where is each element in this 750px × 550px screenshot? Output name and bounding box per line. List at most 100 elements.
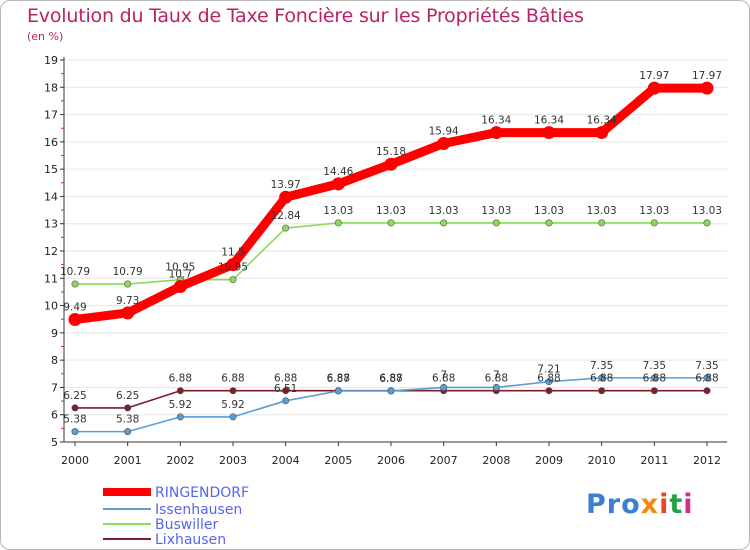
data-point [331,177,345,191]
data-point [124,428,132,436]
data-label: 12.84 [271,210,301,222]
data-point [121,306,135,320]
legend-label: Lixhausen [155,532,226,548]
data-label: 13.03 [534,205,564,217]
data-point [703,219,711,227]
data-label: 6.88 [327,373,350,385]
logo-part: i [659,489,670,520]
data-point [282,387,290,395]
data-label: 16.34 [481,115,511,127]
data-label: 13.03 [639,205,669,217]
data-point [703,387,711,395]
data-label: 11.5 [221,247,244,259]
data-label: 13.03 [481,205,511,217]
data-point [595,126,609,140]
x-tick-label: 2005 [324,454,352,467]
data-label: 6.88 [485,373,508,385]
data-point [598,387,606,395]
y-tick-label: 14 [44,190,58,203]
data-label: 13.03 [692,205,722,217]
data-label: 17.97 [692,70,722,82]
data-point [650,219,658,227]
data-point [279,190,293,204]
data-label: 16.34 [587,115,617,127]
data-point [387,219,395,227]
data-label: 7.35 [695,360,718,372]
data-point [282,397,290,405]
proxiti-logo: Proxiti [586,489,694,520]
logo-part: x [640,489,660,520]
data-label: 5.38 [63,414,86,426]
x-tick-label: 2004 [272,454,300,467]
data-point [334,387,342,395]
data-label: 15.18 [376,146,406,158]
y-tick-label: 18 [44,81,58,94]
data-label: 6.25 [116,390,139,402]
data-point [68,312,82,326]
data-label: 16.34 [534,115,564,127]
data-point [598,374,606,382]
data-point [173,279,187,293]
data-point [650,374,658,382]
data-point [647,81,661,95]
chart-title: Evolution du Taux de Taxe Foncière sur l… [27,5,584,27]
data-point [545,219,553,227]
x-tick-label: 2000 [61,454,89,467]
data-label: 13.03 [429,205,459,217]
data-point [71,280,79,288]
data-label: 7.21 [537,364,560,376]
data-point [545,378,553,386]
data-label: 10.95 [218,262,248,274]
data-point [334,219,342,227]
data-label: 6.88 [643,373,666,385]
data-label: 5.92 [169,399,192,411]
data-label: 6.88 [432,373,455,385]
data-label: 6.87 [327,373,350,385]
data-point [492,219,500,227]
y-tick-label: 10 [44,300,58,313]
x-tick-label: 2001 [114,454,142,467]
x-tick-label: 2008 [482,454,510,467]
data-label: 13.03 [587,205,617,217]
data-label: 6.88 [537,373,560,385]
y-tick-label: 5 [51,436,58,449]
data-label: 17.97 [639,70,669,82]
data-label: 5.38 [116,414,139,426]
data-point [598,219,606,227]
y-tick-label: 16 [44,136,58,149]
data-label: 10.79 [60,266,90,278]
data-label: 6.88 [379,373,402,385]
data-point [282,224,290,232]
data-point [492,383,500,391]
data-point [71,404,79,412]
legend-label: Buswiller [155,517,219,533]
y-tick-label: 11 [44,272,58,285]
x-tick-label: 2011 [640,454,668,467]
data-point [542,126,556,140]
data-label: 9.49 [63,301,86,313]
data-point [229,276,237,284]
data-point [545,387,553,395]
data-point [71,428,79,436]
legend-label: Issenhausen [155,502,242,518]
data-point [229,413,237,421]
y-tick-label: 19 [44,54,58,67]
data-point [124,280,132,288]
y-tick-label: 12 [44,245,58,258]
data-label: 7.35 [590,360,613,372]
y-tick-label: 17 [44,109,58,122]
x-tick-label: 2002 [166,454,194,467]
data-point [703,374,711,382]
data-point [229,387,237,395]
data-point [384,157,398,171]
x-tick-label: 2006 [377,454,405,467]
data-label: 6.87 [379,373,402,385]
x-tick-label: 2009 [535,454,563,467]
data-label: 6.88 [590,373,613,385]
data-label: 7 [493,369,500,381]
data-label: 6.25 [63,390,86,402]
y-tick-label: 7 [51,381,58,394]
x-tick-label: 2007 [430,454,458,467]
